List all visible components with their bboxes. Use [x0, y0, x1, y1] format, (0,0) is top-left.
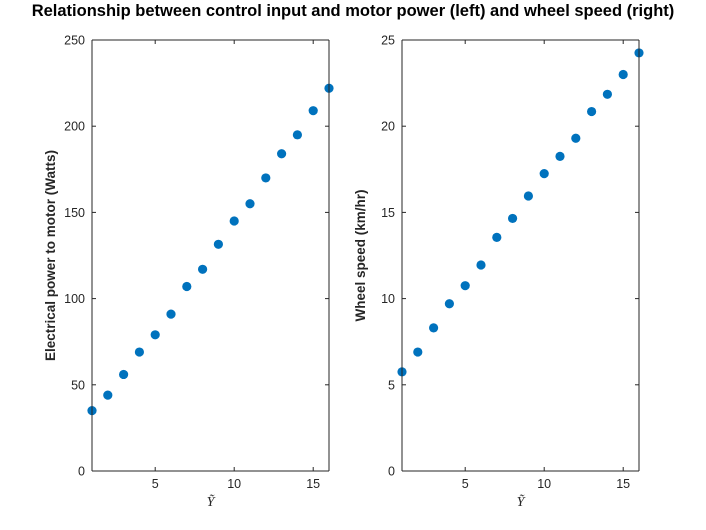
- right-plot-data-point: [492, 232, 502, 242]
- right-plot-wheel-speed: 0 5 10 15 20 25 5 10 15 Wheel speed (km/hr) Ỹ: [353, 34, 644, 510]
- right-plot-y-tick-label: 0: [388, 465, 395, 479]
- left-plot-x-axis-label: Ỹ: [207, 493, 217, 510]
- right-plot-data-point: [507, 213, 518, 224]
- right-plot-data-point: [555, 151, 565, 161]
- left-plot-x-tick-label: 15: [306, 477, 320, 491]
- right-plot-x-tick-label: 5: [462, 477, 469, 491]
- left-plot-axes: [91, 39, 330, 472]
- left-plot-data-point: [119, 369, 129, 380]
- left-plot-data-points: [87, 83, 334, 416]
- left-plot-data-point: [261, 173, 271, 183]
- figure-title: Relationship between control input and m…: [32, 2, 675, 20]
- left-plot-data-point: [166, 309, 176, 319]
- left-plot-y-tick-label: 100: [64, 292, 85, 306]
- left-plot-data-point: [277, 149, 287, 159]
- right-plot-y-tick-label: 15: [381, 206, 395, 220]
- left-plot-data-point: [245, 199, 255, 209]
- left-plot-y-tick-label: 250: [64, 34, 85, 48]
- left-plot-data-point: [229, 216, 239, 226]
- right-plot-data-point: [460, 281, 470, 291]
- right-plot-data-point: [571, 133, 581, 143]
- right-plot-data-point: [476, 260, 486, 270]
- right-plot-data-point: [444, 299, 454, 309]
- right-plot-y-tick-label: 25: [381, 34, 395, 48]
- left-plot-data-point: [103, 390, 113, 400]
- left-plot-data-point: [213, 239, 223, 249]
- left-plot-power: 0 50 100 150 200 250 5 10 15 Electrical power to…: [43, 34, 334, 510]
- right-plot-y-tick-label: 10: [381, 292, 395, 306]
- right-plot-x-axis-label: Ỹ: [517, 493, 527, 510]
- left-plot-y-tick-label: 150: [64, 206, 85, 220]
- right-plot-x-tick-label: 10: [537, 477, 551, 491]
- left-plot-data-point: [150, 330, 160, 340]
- right-plot-data-point: [602, 89, 613, 99]
- right-plot-data-point: [618, 69, 628, 80]
- left-plot-y-tick-label: 200: [64, 120, 85, 134]
- left-plot-data-point: [182, 281, 192, 292]
- right-plot-data-point: [429, 323, 439, 333]
- left-plot-y-axis-label: Electrical power to motor (Watts): [43, 150, 58, 361]
- right-plot-data-points: [397, 48, 644, 377]
- left-plot-y-tick-label: 0: [78, 465, 85, 479]
- left-plot-x-tick-label: 5: [152, 477, 159, 491]
- left-plot-data-point: [292, 130, 302, 140]
- right-plot-data-point: [413, 347, 423, 357]
- left-plot-data-point: [308, 106, 318, 116]
- right-plot-ticks: 0 5 10 15 20 25 5 10 15: [381, 34, 639, 491]
- right-plot-y-tick-label: 20: [381, 120, 395, 134]
- right-plot-y-tick-label: 5: [388, 378, 395, 392]
- right-plot-axes: [401, 39, 640, 472]
- left-plot-ticks: 0 50 100 150 200 250 5 10 15: [64, 34, 329, 491]
- left-plot-x-tick-label: 10: [227, 477, 241, 491]
- right-plot-x-tick-label: 15: [616, 477, 630, 491]
- right-plot-data-point: [523, 191, 534, 201]
- left-plot-y-tick-label: 50: [71, 378, 85, 392]
- right-plot-y-axis-label: Wheel speed (km/hr): [353, 189, 368, 321]
- left-plot-data-point: [198, 264, 208, 274]
- right-plot-data-point: [587, 106, 597, 117]
- right-plot-data-point: [539, 169, 549, 179]
- left-plot-data-point: [134, 347, 144, 357]
